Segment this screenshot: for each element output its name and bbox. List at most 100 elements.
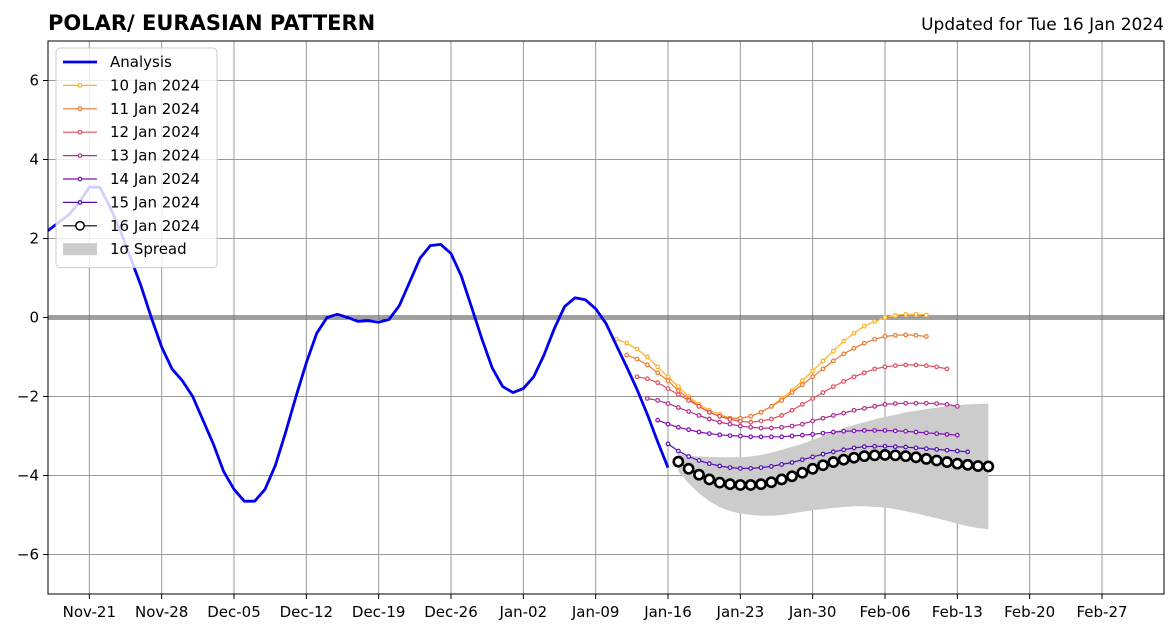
forecast-point	[882, 334, 888, 339]
forecast-point	[779, 413, 785, 418]
forecast-point	[830, 384, 836, 390]
forecast-point	[903, 400, 909, 406]
forecast-point	[779, 434, 785, 440]
forecast-point	[923, 400, 929, 406]
legend-label: Analysis	[110, 53, 172, 71]
forecast-point	[817, 459, 829, 472]
forecast-point	[644, 362, 650, 368]
forecast-point	[820, 451, 826, 457]
forecast-point	[693, 468, 705, 481]
forecast-point	[665, 441, 671, 447]
forecast-point	[672, 455, 685, 468]
forecast-point	[717, 419, 723, 425]
forecast-point	[727, 433, 733, 439]
forecast-point	[789, 407, 795, 413]
forecast-point	[706, 409, 712, 415]
zero-line	[48, 315, 1164, 320]
forecast-point	[882, 443, 888, 449]
forecast-point	[934, 431, 940, 437]
forecast-point	[799, 402, 805, 407]
forecast-point	[665, 374, 671, 380]
legend-swatch-marker	[77, 176, 83, 182]
forecast-point	[655, 417, 661, 423]
forecast-point	[841, 379, 847, 384]
y-tick-label: 0	[29, 309, 39, 327]
forecast-point	[941, 456, 953, 468]
x-tick-label: Dec-19	[352, 603, 406, 621]
forecast-point	[903, 444, 909, 450]
forecast-point	[682, 462, 695, 475]
forecast-point	[882, 364, 888, 370]
forecast-point	[810, 374, 816, 380]
forecast-point	[861, 370, 867, 376]
x-tick-label: Dec-05	[207, 603, 261, 621]
forecast-point	[779, 462, 785, 467]
legend-swatch-marker	[75, 220, 85, 231]
forecast-point	[675, 388, 681, 393]
forecast-point	[758, 409, 764, 415]
analysis-line	[47, 185, 670, 503]
forecast-point	[686, 427, 692, 433]
legend-swatch-marker	[77, 153, 83, 159]
forecast-point	[851, 445, 857, 451]
forecast-point	[923, 312, 929, 318]
forecast-point	[944, 447, 950, 453]
forecast-point	[954, 432, 960, 438]
legend: Analysis 10 Jan 2024 11 Jan 2024 12 Jan 202…	[55, 47, 218, 269]
forecast-point	[644, 376, 650, 382]
forecast-series-4	[655, 417, 960, 440]
forecast-point	[868, 449, 881, 462]
y-tick-label: 2	[29, 230, 39, 248]
forecast-point	[779, 398, 785, 403]
forecast-point	[820, 358, 826, 364]
forecast-point	[734, 479, 747, 491]
forecast-point	[634, 356, 640, 362]
forecast-point	[686, 398, 692, 403]
x-tick-label: Feb-13	[932, 603, 983, 621]
y-tick-label: −2	[17, 388, 39, 406]
forecast-point	[703, 473, 716, 486]
forecast-point	[624, 340, 630, 346]
legend-swatch-marker	[77, 106, 83, 112]
forecast-point	[744, 479, 757, 491]
forecast-point	[810, 432, 816, 437]
y-tick-label: 4	[29, 151, 39, 169]
forecast-point	[675, 405, 681, 410]
forecast-point	[810, 396, 816, 401]
forecast-series-5	[665, 441, 971, 471]
forecast-point	[872, 443, 878, 449]
forecast-point	[724, 478, 736, 491]
forecast-point	[765, 476, 778, 489]
forecast-point	[727, 417, 733, 422]
forecast-point	[934, 401, 940, 407]
forecast-point	[810, 368, 816, 374]
forecast-point	[882, 315, 888, 320]
forecast-point	[675, 424, 681, 430]
forecast-point	[923, 446, 929, 452]
forecast-point	[789, 433, 795, 439]
forecast-point	[930, 454, 943, 467]
forecast-point	[982, 460, 995, 473]
forecast-point	[810, 454, 816, 460]
forecast-point	[634, 374, 640, 380]
forecast-point	[879, 449, 891, 461]
grid	[48, 41, 1164, 594]
forecast-point	[713, 476, 726, 489]
forecast-point	[799, 457, 805, 463]
forecast-point	[665, 401, 671, 407]
x-tick-label: Feb-06	[859, 603, 910, 621]
forecast-point	[706, 461, 712, 467]
forecast-point	[748, 413, 754, 419]
legend-label: 14 Jan 2024	[110, 170, 200, 188]
forecast-point	[872, 336, 878, 342]
forecast-point	[903, 428, 909, 434]
forecast-point	[913, 311, 919, 317]
forecast-point	[827, 456, 840, 468]
forecast-point	[837, 453, 850, 466]
x-tick-label: Nov-21	[63, 603, 116, 621]
forecast-point	[830, 413, 836, 418]
forecast-point	[737, 418, 743, 424]
forecast-point	[830, 429, 836, 435]
legend-swatch-spread	[63, 243, 97, 256]
forecast-point	[820, 415, 826, 421]
